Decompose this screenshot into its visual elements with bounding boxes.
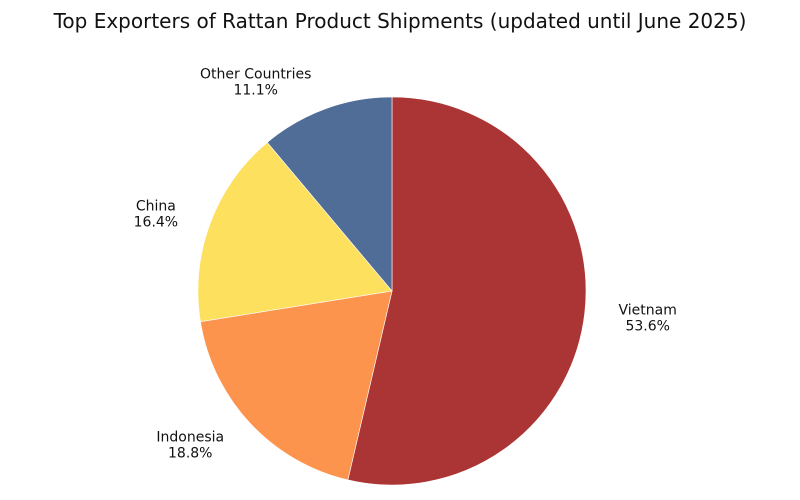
pie-labels: Vietnam 53.6% Indonesia 18.8% China 16.4% Othe… <box>134 67 677 462</box>
slice-percent: 18.8% <box>168 446 212 462</box>
slice-name: Indonesia <box>156 430 224 446</box>
slice-name: Vietnam <box>619 303 677 319</box>
slice-label-other-countries: Other Countries 11.1% <box>200 67 311 99</box>
pie-slice-other-countries <box>266 96 393 292</box>
slice-label-indonesia: Indonesia 18.8% <box>156 430 224 462</box>
pie-slice-china <box>197 141 393 323</box>
slice-percent: 11.1% <box>233 83 277 99</box>
pie-slices <box>197 96 587 486</box>
pie-slice-vietnam <box>347 96 587 486</box>
slice-percent: 53.6% <box>625 319 669 335</box>
slice-percent: 16.4% <box>134 215 178 231</box>
pie-slice-indonesia <box>200 290 393 481</box>
slice-name: Other Countries <box>200 67 311 83</box>
slice-label-vietnam: Vietnam 53.6% <box>619 303 677 335</box>
slice-label-china: China 16.4% <box>134 199 178 231</box>
slice-name: China <box>136 199 176 215</box>
chart-title: Top Exporters of Rattan Product Shipment… <box>53 9 747 33</box>
